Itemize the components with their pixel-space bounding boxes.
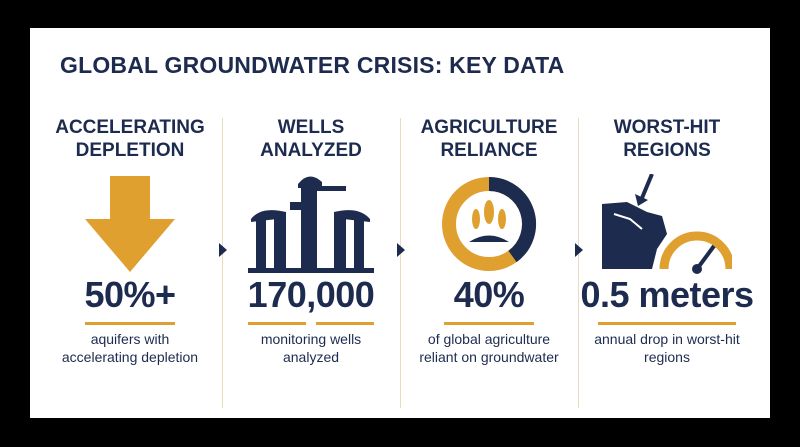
stat-underline [444,322,534,325]
panel-heading: WORST-HIT REGIONS [613,117,721,161]
pointer-line [640,174,654,199]
panel-heading: ACCELERATING DEPLETION [55,117,205,161]
map-shape [602,202,667,269]
gauge-hub [692,264,702,274]
stat-underline [316,322,374,325]
wheat [472,200,506,229]
down-arrow-icon [85,176,175,272]
stat-panel: AGRICULTURE RELIANCE 40% of global agric… [400,116,578,406]
separator-arrow [575,243,583,257]
separator-arrow [397,243,405,257]
infographic-card: GLOBAL GROUNDWATER CRISIS: KEY DATA ACCE… [30,28,770,418]
gauge-arc [659,231,732,270]
stat-panel: ACCELERATING DEPLETION 50%+ aquifers wit… [41,116,219,406]
stat-underline [248,322,306,325]
well-pumps-icon [248,176,374,273]
map-gauge-icon [602,174,732,274]
stat-description: of global agriculture reliant on groundw… [419,331,559,365]
stat-description: annual drop in worst-hit regions [594,331,740,365]
infographic-title: GLOBAL GROUNDWATER CRISIS: KEY DATA [60,52,565,78]
map-crack [613,213,643,230]
column-separator [578,118,579,408]
panel-heading: WELLS ANALYZED [260,117,362,161]
stat-description: monitoring wells analyzed [260,331,362,365]
panel-heading: AGRICULTURE RELIANCE [420,117,558,161]
donut-icon [442,177,536,271]
stat-value: 50%+ [84,274,176,315]
stat-value: 40% [453,274,525,315]
arrow-shape [85,176,175,272]
stat-panel: WELLS ANALYZED 170,000 monitoring wells … [222,116,400,406]
separator-arrow [219,243,227,257]
stat-underline [598,322,736,325]
pointer-head [635,194,648,206]
donut-segment [488,177,536,263]
ground [469,235,509,242]
stat-value: 170,000 [247,274,375,315]
stat-description: aquifers with accelerating depletion [61,331,199,365]
stat-panel: WORST-HIT REGIONS 0.5 meters annual drop… [578,116,756,406]
stat-value: 0.5 meters [580,274,754,315]
column-separator [400,118,401,408]
pumps [248,176,374,273]
stat-underline [85,322,175,325]
column-separator [222,118,223,408]
